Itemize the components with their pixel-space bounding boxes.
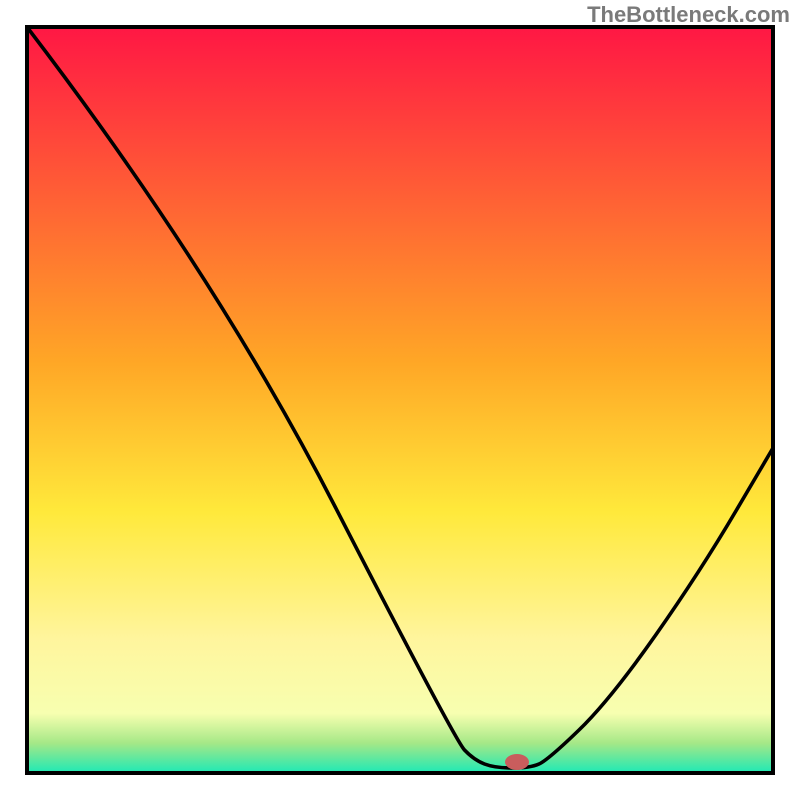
chart-container: TheBottleneck.com xyxy=(0,0,800,800)
attribution-label: TheBottleneck.com xyxy=(587,2,790,28)
bottleneck-chart xyxy=(0,0,800,800)
plot-background xyxy=(27,27,773,773)
optimal-point-marker xyxy=(505,754,529,770)
